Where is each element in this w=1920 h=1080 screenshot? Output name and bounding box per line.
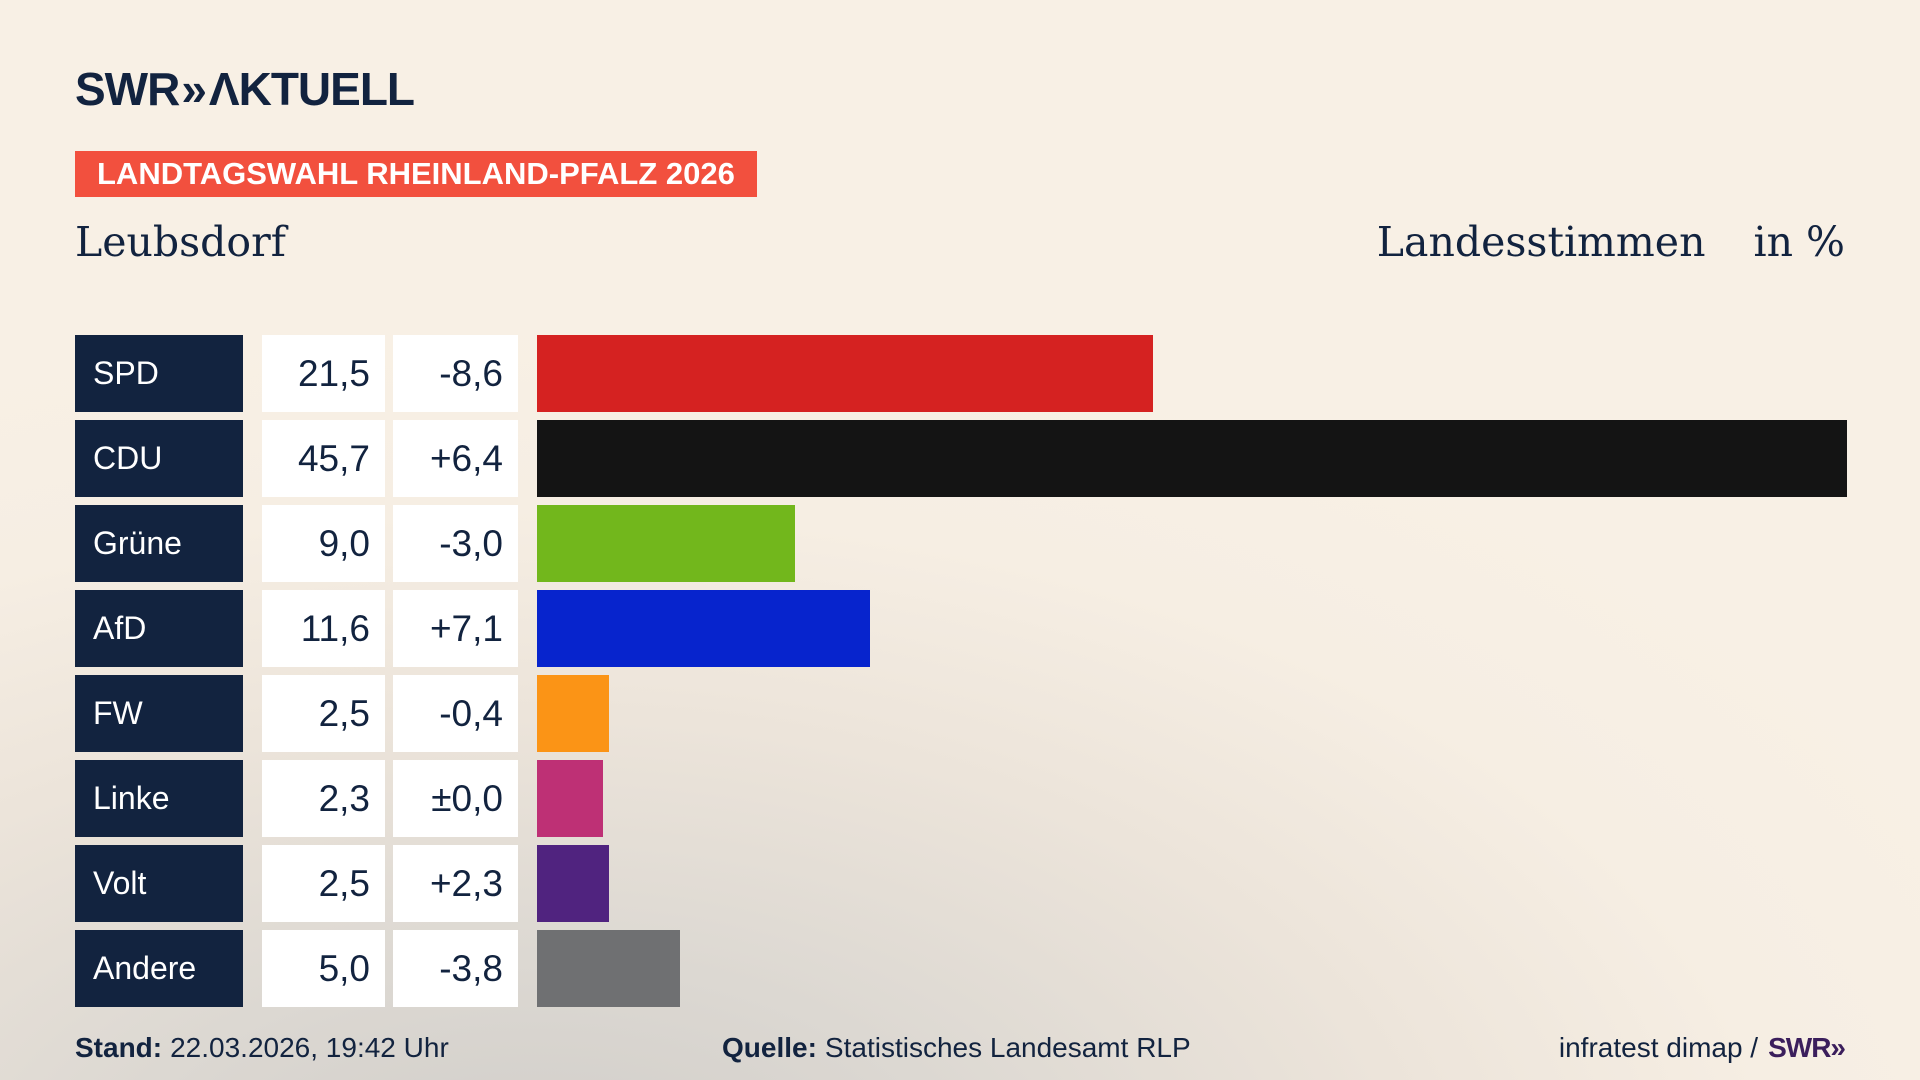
stand-value: 22.03.2026, 19:42 Uhr	[170, 1032, 449, 1063]
bar-track	[537, 420, 1847, 497]
logo-aktuell-text: ΛKTUELL	[208, 63, 415, 115]
chart-row: SPD 21,5 -8,6	[75, 335, 1847, 412]
chart-row: Volt 2,5 +2,3	[75, 845, 1847, 922]
party-label: Volt	[75, 845, 243, 922]
party-change: +6,4	[393, 420, 518, 497]
results-bar-chart: SPD 21,5 -8,6 CDU 45,7 +6,4 Grüne 9,0 -3…	[75, 335, 1847, 1015]
credit-text: infratest dimap /	[1558, 1032, 1759, 1063]
bar-track	[537, 675, 1847, 752]
party-label: Grüne	[75, 505, 243, 582]
party-value: 2,5	[262, 845, 385, 922]
party-change: -8,6	[393, 335, 518, 412]
party-bar	[537, 930, 681, 1007]
chart-row: Andere 5,0 -3,8	[75, 930, 1847, 1007]
bar-track	[537, 845, 1847, 922]
party-value: 21,5	[262, 335, 385, 412]
swr-footer-logo: SWR»	[1768, 1032, 1846, 1063]
party-bar	[537, 675, 609, 752]
party-label: SPD	[75, 335, 243, 412]
party-change: +2,3	[393, 845, 518, 922]
party-label: AfD	[75, 590, 243, 667]
party-value: 5,0	[262, 930, 385, 1007]
party-change: -3,8	[393, 930, 518, 1007]
party-bar	[537, 420, 1847, 497]
party-label: Andere	[75, 930, 243, 1007]
bar-track	[537, 335, 1847, 412]
election-banner: LANDTAGSWAHL RHEINLAND-PFALZ 2026	[75, 151, 757, 197]
party-bar	[537, 590, 870, 667]
unit-label: in %	[1753, 218, 1845, 266]
party-change: -3,0	[393, 505, 518, 582]
party-bar	[537, 760, 603, 837]
logo-swr-text: SWR	[75, 63, 180, 115]
stand-label: Stand:	[75, 1032, 163, 1063]
bar-track	[537, 760, 1847, 837]
party-change: -0,4	[393, 675, 518, 752]
party-bar	[537, 505, 795, 582]
vote-type-title: Landesstimmen in %	[1377, 218, 1845, 266]
swr-aktuell-logo: SWR» ΛKTUELL	[75, 62, 415, 116]
party-value: 2,5	[262, 675, 385, 752]
stand-timestamp: Stand: 22.03.2026, 19:42 Uhr	[75, 1032, 449, 1064]
double-chevron-icon: »	[181, 63, 207, 115]
chart-row: FW 2,5 -0,4	[75, 675, 1847, 752]
chart-row: Grüne 9,0 -3,0	[75, 505, 1847, 582]
source-note: Quelle: Statistisches Landesamt RLP	[722, 1032, 1191, 1064]
credit-note: infratest dimap / SWR»	[1558, 1032, 1846, 1064]
party-change: +7,1	[393, 590, 518, 667]
party-label: Linke	[75, 760, 243, 837]
vote-type-label: Landesstimmen	[1376, 218, 1706, 266]
party-value: 11,6	[262, 590, 385, 667]
party-label: CDU	[75, 420, 243, 497]
bar-track	[537, 590, 1847, 667]
quelle-value: Statistisches Landesamt RLP	[824, 1032, 1191, 1063]
chart-row: CDU 45,7 +6,4	[75, 420, 1847, 497]
party-value: 9,0	[262, 505, 385, 582]
party-value: 45,7	[262, 420, 385, 497]
quelle-label: Quelle:	[722, 1032, 817, 1063]
party-label: FW	[75, 675, 243, 752]
title-row: Leubsdorf Landesstimmen in %	[75, 218, 1845, 266]
municipality-title: Leubsdorf	[75, 218, 286, 266]
party-value: 2,3	[262, 760, 385, 837]
bar-track	[537, 505, 1847, 582]
chart-row: Linke 2,3 ±0,0	[75, 760, 1847, 837]
chart-row: AfD 11,6 +7,1	[75, 590, 1847, 667]
party-change: ±0,0	[393, 760, 518, 837]
party-bar	[537, 335, 1154, 412]
bar-track	[537, 930, 1847, 1007]
party-bar	[537, 845, 609, 922]
